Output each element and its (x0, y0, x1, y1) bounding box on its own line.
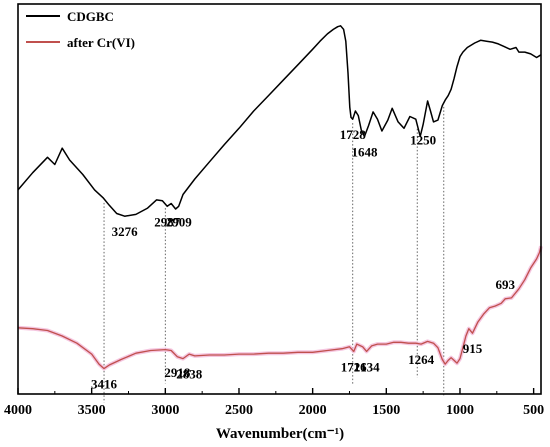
peak-label-2838: 2838 (176, 367, 203, 382)
legend-label-1: after Cr(VI) (67, 35, 135, 50)
peak-label-1250: 1250 (410, 133, 436, 148)
series-layer (17, 25, 543, 371)
legend-label-0: CDGBC (67, 9, 114, 24)
reference-lines (103, 106, 445, 403)
x-tick-label-500: 500 (523, 403, 544, 418)
peak-label-1264: 1264 (408, 352, 435, 367)
peak-label-1648: 1648 (352, 144, 379, 159)
peak-label-2987: 2987 (154, 214, 181, 229)
peak-label-2918: 2918 (164, 365, 191, 380)
plot-frame (17, 3, 542, 395)
peak-label-693: 693 (495, 277, 515, 292)
x-tick-label-3000: 3000 (151, 403, 179, 418)
x-axis-ticks: 4000 3500 3000 2500 2000 1500 1000 500 (4, 388, 544, 418)
peak-label-915: 915 (463, 341, 483, 356)
peak-label-1634: 1634 (354, 359, 381, 374)
peak-label-3416: 3416 (91, 377, 118, 392)
peak-label-2909: 2909 (166, 214, 193, 229)
series-line-cdgbc (17, 25, 542, 217)
peak-label-3276: 3276 (112, 224, 139, 239)
x-tick-label-2500: 2500 (225, 403, 253, 418)
x-tick-label-3500: 3500 (78, 403, 106, 418)
x-tick-label-2000: 2000 (299, 403, 327, 418)
x-axis-title: Wavenumber(cm⁻¹) (216, 426, 344, 442)
series-line-after-cr (17, 246, 542, 370)
x-tick-label-4000: 4000 (4, 403, 32, 418)
legend: CDGBC after Cr(VI) (26, 9, 135, 50)
x-tick-label-1000: 1000 (446, 403, 474, 418)
x-tick-label-1500: 1500 (372, 403, 400, 418)
peak-label-1721: 1721 (341, 359, 367, 374)
peak-label-1728: 1728 (340, 127, 367, 142)
